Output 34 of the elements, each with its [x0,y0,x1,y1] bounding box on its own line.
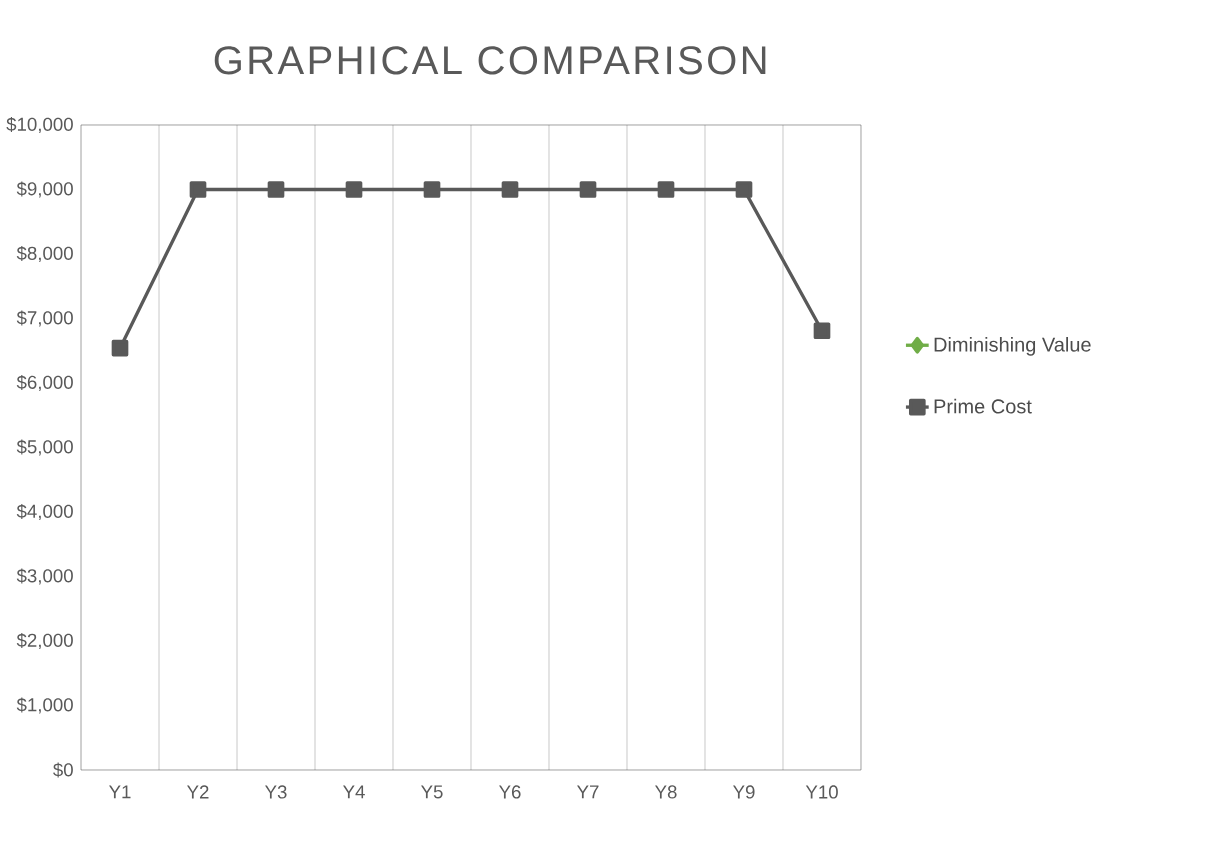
point [189,181,207,198]
point [111,339,129,357]
y-tick-label: $8,000 [16,245,73,263]
y-tick-label: $10,000 [6,116,73,134]
x-tick-label: Y10 [805,785,838,799]
point [813,322,831,340]
x-tick-label: Y9 [733,785,755,799]
legend-label: Diminishing Value [934,337,1091,356]
point [423,181,441,198]
point [501,181,519,198]
y-tick-label: $9,000 [16,181,73,198]
point [735,181,753,198]
chart-title: GRAPHICAL COMPARISON [214,46,766,75]
y-tick-label: $7,000 [16,310,73,327]
y-tick-label: $3,000 [16,568,73,585]
y-tick-label: $1,000 [16,697,73,714]
x-tick-label: Y1 [109,785,131,799]
point [579,181,597,198]
y-tick-label: $6,000 [16,374,73,392]
x-tick-label: Y3 [265,785,287,799]
legend-label: Prime Cost [934,398,1032,414]
x-tick-label: Y2 [187,785,209,799]
x-tick-label: Y7 [577,785,599,799]
point [657,181,675,198]
y-tick-label: $4,000 [16,503,73,521]
x-tick-label: Y8 [655,785,677,799]
y-tick-label: $0 [53,762,73,778]
x-tick-label: Y5 [421,785,443,799]
y-tick-label: $5,000 [16,439,73,456]
y-tick-label: $2,000 [16,632,73,650]
x-tick-label: Y4 [343,785,365,799]
x-tick-label: Y6 [499,785,521,799]
point [267,181,285,198]
point [345,181,363,198]
